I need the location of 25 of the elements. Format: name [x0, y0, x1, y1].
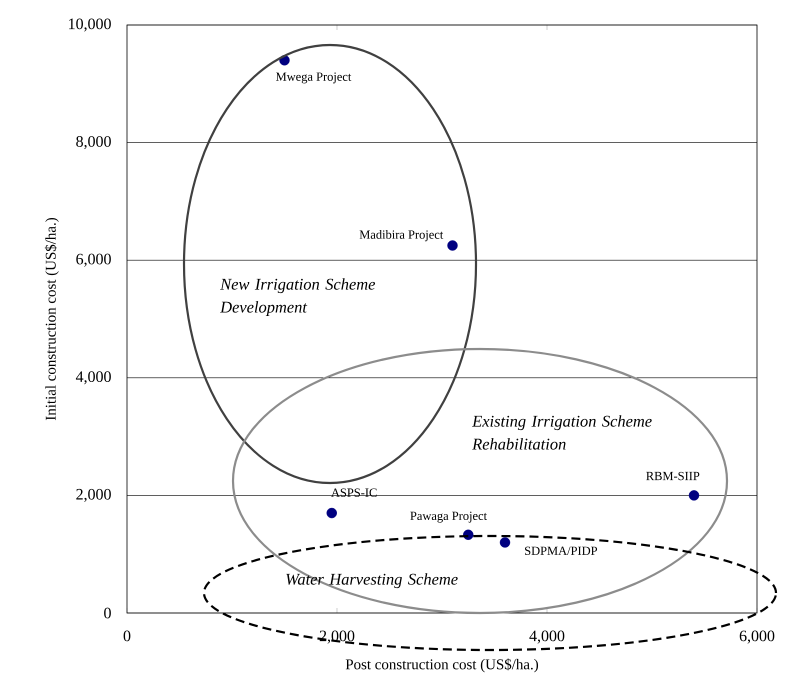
annotation: Pawaga Project [410, 512, 487, 523]
y-tick-label: 2,000 [76, 488, 111, 502]
y-tick-label: 8,000 [76, 136, 111, 150]
annotation: Madibira Project [360, 230, 444, 242]
x-axis-title: Post construction cost (US$/ha.) [346, 658, 538, 672]
x-tick-label: 0 [124, 630, 130, 642]
x-tick-label: 4,000 [529, 630, 564, 644]
annotation: ASPS-IC [331, 488, 377, 497]
y-tick-label: 4,000 [76, 371, 111, 384]
point [500, 537, 510, 548]
y-tick-label: 0 [104, 608, 111, 618]
x-tick-label: 6,000 [740, 630, 774, 644]
y-tick-label: 6,000 [76, 254, 111, 267]
annotation: Water Harvesting Scheme [286, 573, 458, 588]
annotation: Existing Irrigation Scheme Rehabilitation [472, 415, 652, 450]
y-tick-label: 10,000 [69, 18, 111, 32]
annotation: SDPMA/PIDP [525, 546, 598, 556]
annotation: New Irrigation Scheme Development [220, 278, 376, 316]
annotation: RBM-SIIP [646, 472, 700, 480]
y-axis-title: Initial construction cost (US$/ha.) [44, 218, 59, 420]
annotation: Mwega Project [276, 72, 352, 84]
point [447, 240, 458, 251]
point [688, 490, 700, 501]
x-tick-label: 2,000 [320, 630, 354, 644]
point [326, 508, 337, 518]
